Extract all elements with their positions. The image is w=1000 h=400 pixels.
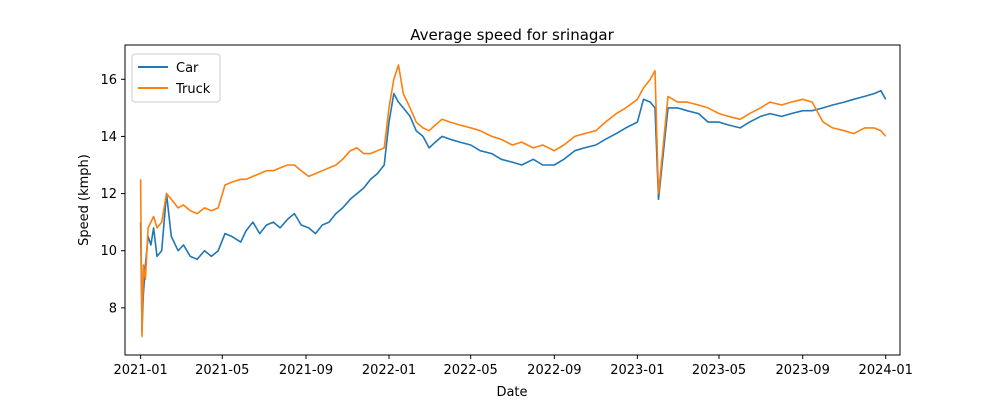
x-tick-label: 2023-09 [776,363,830,378]
y-tick-label: 14 [100,130,117,145]
plot-area-frame [124,44,901,356]
series-line-truck [139,64,887,338]
x-tick-label: 2022-09 [527,363,581,378]
chart-title: Average speed for srinagar [410,26,614,44]
x-tick-label: 2024-01 [859,363,913,378]
x-axis: 2021-01 2021-05 2021-09 2022-01 2022-05 2022-… [113,355,913,378]
x-tick-label: 2022-05 [443,363,497,378]
y-tick-label: 8 [109,301,117,316]
y-tick-label: 16 [100,73,117,88]
x-axis-label: Date [496,385,527,400]
x-tick-label: 2022-01 [362,363,416,378]
legend-label-car: Car [176,61,199,76]
legend-label-truck: Truck [175,82,211,97]
y-tick-label: 10 [100,244,117,259]
y-axis: 8 10 12 14 16 [100,73,125,316]
legend: Car Truck [131,53,221,103]
series-line-car [139,89,887,332]
x-tick-label: 2021-05 [195,363,249,378]
series-layer [139,64,887,338]
x-tick-label: 2021-09 [279,363,333,378]
x-tick-label: 2021-01 [113,363,167,378]
x-tick-label: 2023-01 [610,363,664,378]
y-tick-label: 12 [100,187,117,202]
x-tick-label: 2023-05 [692,363,746,378]
y-axis-label: Speed (kmph) [77,154,92,246]
